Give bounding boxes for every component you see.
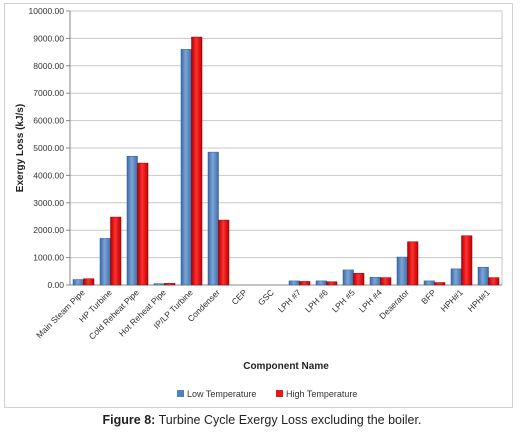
y-tick-label: 1000.00 (33, 253, 64, 263)
y-tick-label: 8000.00 (33, 61, 64, 71)
y-tick-label: 2000.00 (33, 225, 64, 235)
bar-low-temperature (180, 49, 192, 286)
bar-high-temperature (461, 235, 473, 286)
y-tick-label: 0.00 (47, 280, 64, 290)
bar-high-temperature (407, 241, 419, 286)
bar-low-temperature (396, 256, 408, 286)
bar-low-temperature (288, 280, 300, 286)
y-tick-label: 9000.00 (33, 33, 64, 43)
legend-label-high-temperature: High Temperature (286, 389, 357, 399)
bar-high-temperature (353, 272, 365, 286)
bar-high-temperature (218, 219, 230, 286)
bar-low-temperature (423, 280, 435, 286)
bar-high-temperature (110, 216, 122, 286)
x-tick-label: GSC (256, 287, 276, 307)
figure-caption-text: Turbine Cycle Exergy Loss excluding the … (155, 413, 422, 427)
y-tick-label: 6000.00 (33, 116, 64, 126)
y-tick-label: 5000.00 (33, 143, 64, 153)
y-axis-title: Exergy Loss (kJ/s) (15, 104, 26, 192)
bar-chart: 0.00 1000.00 2000.00 3000.00 4000.00 5000.00 6… (15, 6, 503, 399)
x-tick-label: LPH #6 (303, 287, 330, 314)
x-tick-label: BFP (419, 287, 438, 306)
x-tick-label: Hot Reheat Pipe (117, 287, 168, 338)
bar-low-temperature (477, 266, 489, 286)
x-tick-label: Deaerator (377, 287, 411, 321)
bar-low-temperature (72, 279, 84, 286)
figure-caption-label: Figure 8: (102, 413, 156, 427)
chart-frame: 0.00 1000.00 2000.00 3000.00 4000.00 5000.00 6… (4, 3, 513, 408)
y-tick-label: 7000.00 (33, 88, 64, 98)
bar-low-temperature (450, 268, 462, 286)
x-axis-title: Component Name (243, 361, 329, 372)
x-tick-label: LPH #7 (276, 287, 303, 314)
x-tick-label: CEP (229, 287, 249, 307)
legend-swatch-high-temperature (276, 390, 283, 397)
bar-high-temperature (83, 278, 95, 286)
x-tick-label: HPH#1 (438, 287, 465, 314)
y-tick-label: 4000.00 (33, 170, 64, 180)
x-tick-label: HPH#1 (465, 287, 492, 314)
bar-low-temperature (342, 269, 354, 286)
legend-label-low-temperature: Low Temperature (187, 389, 256, 399)
x-tick-label: LPH #5 (330, 287, 357, 314)
bar-high-temperature (164, 283, 176, 286)
bar-high-temperature (137, 162, 149, 286)
bar-high-temperature (488, 277, 500, 286)
legend-swatch-low-temperature (177, 390, 184, 397)
bar-high-temperature (191, 36, 203, 286)
figure-caption: Figure 8: Turbine Cycle Exergy Loss excl… (0, 413, 524, 427)
bar-high-temperature (326, 281, 338, 286)
y-tick-label: 3000.00 (33, 198, 64, 208)
bar-low-temperature (126, 155, 138, 286)
bar-low-temperature (153, 283, 165, 286)
bar-low-temperature (99, 238, 111, 286)
bar-low-temperature (207, 151, 219, 286)
y-tick-label: 10000.00 (29, 6, 65, 16)
bar-high-temperature (434, 282, 446, 286)
bar-high-temperature (380, 277, 392, 286)
bar-low-temperature (369, 277, 381, 286)
bar-low-temperature (315, 280, 327, 286)
bar-high-temperature (299, 281, 311, 286)
